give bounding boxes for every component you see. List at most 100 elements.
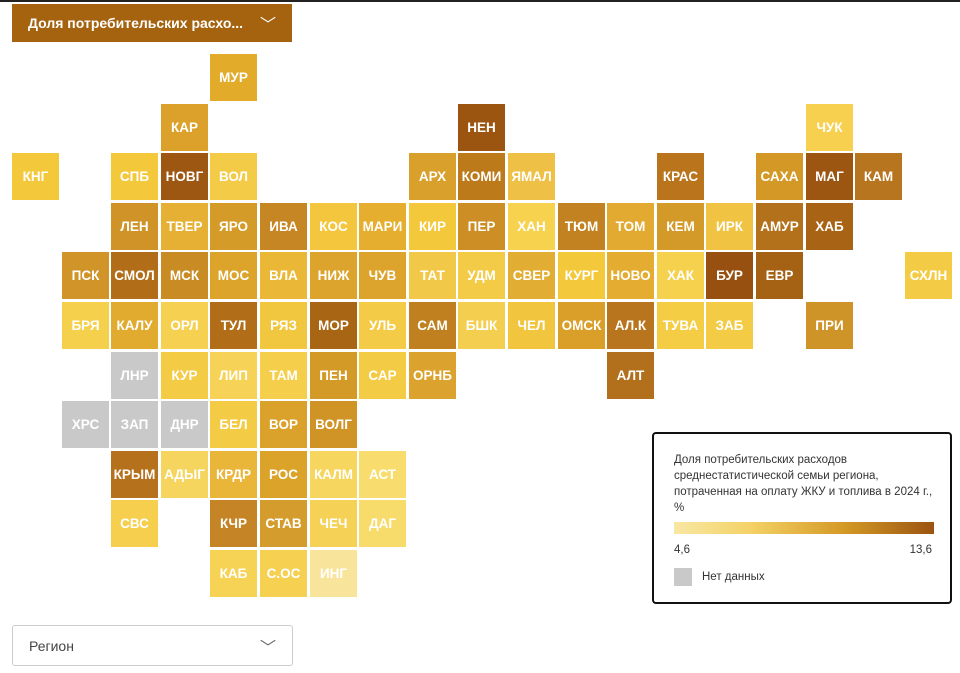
region-tile-0[interactable]: МУР	[210, 54, 257, 101]
region-tile-17[interactable]: ЯРО	[210, 203, 257, 250]
region-tile-14[interactable]: КАМ	[855, 153, 902, 200]
chevron-down-icon: ﹀	[259, 639, 276, 657]
region-tile-63[interactable]: ЛИП	[210, 352, 257, 399]
region-tile-27[interactable]: ИРК	[706, 203, 753, 250]
region-tile-55[interactable]: ЧЕЛ	[508, 302, 555, 349]
top-border	[0, 0, 960, 2]
region-tile-41[interactable]: НОВО	[607, 252, 654, 299]
region-tile-28[interactable]: АМУР	[756, 203, 803, 250]
indicator-dropdown[interactable]: Доля потребительских расхо... ﹀	[12, 4, 292, 42]
region-tile-77[interactable]: КРДР	[210, 451, 257, 498]
legend-min-value: 4,6	[674, 544, 690, 556]
region-tile-38[interactable]: УДМ	[458, 252, 505, 299]
region-tile-68[interactable]: АЛТ	[607, 352, 654, 399]
region-tile-30[interactable]: ПСК	[62, 252, 109, 299]
region-tile-44[interactable]: ЕВР	[756, 252, 803, 299]
legend: Доля потребительских расходов среднестат…	[652, 432, 952, 604]
region-tile-1[interactable]: КАР	[161, 104, 208, 151]
region-tile-46[interactable]: БРЯ	[62, 302, 109, 349]
chevron-down-icon: ﹀	[259, 17, 276, 34]
region-tile-52[interactable]: УЛЬ	[359, 302, 406, 349]
region-tile-61[interactable]: ЛНР	[111, 352, 158, 399]
region-tile-88[interactable]: ИНГ	[310, 550, 357, 597]
region-tile-72[interactable]: БЕЛ	[210, 401, 257, 448]
region-tile-79[interactable]: КАЛМ	[310, 451, 357, 498]
region-tile-78[interactable]: РОС	[260, 451, 307, 498]
region-tile-56[interactable]: ОМСК	[558, 302, 605, 349]
region-tile-50[interactable]: РЯЗ	[260, 302, 307, 349]
region-tile-82[interactable]: КЧР	[210, 500, 257, 547]
region-tile-8[interactable]: АРХ	[409, 153, 456, 200]
region-tile-37[interactable]: ТАТ	[409, 252, 456, 299]
region-tile-71[interactable]: ДНР	[161, 401, 208, 448]
region-tile-74[interactable]: ВОЛГ	[310, 401, 357, 448]
region-tile-26[interactable]: КЕМ	[657, 203, 704, 250]
region-tile-9[interactable]: КОМИ	[458, 153, 505, 200]
no-data-label: Нет данных	[702, 571, 765, 583]
region-tile-34[interactable]: ВЛА	[260, 252, 307, 299]
region-tile-53[interactable]: САМ	[409, 302, 456, 349]
region-tile-80[interactable]: АСТ	[359, 451, 406, 498]
region-tile-59[interactable]: ЗАБ	[706, 302, 753, 349]
region-tile-62[interactable]: КУР	[161, 352, 208, 399]
region-tile-45[interactable]: СХЛН	[905, 252, 952, 299]
region-tile-23[interactable]: ХАН	[508, 203, 555, 250]
region-tile-12[interactable]: САХА	[756, 153, 803, 200]
region-tile-31[interactable]: СМОЛ	[111, 252, 158, 299]
region-tile-18[interactable]: ИВА	[260, 203, 307, 250]
region-tile-13[interactable]: МАГ	[806, 153, 853, 200]
region-tile-54[interactable]: БШК	[458, 302, 505, 349]
region-tile-10[interactable]: ЯМАЛ	[508, 153, 555, 200]
region-tile-22[interactable]: ПЕР	[458, 203, 505, 250]
region-tile-33[interactable]: МОС	[210, 252, 257, 299]
region-tile-86[interactable]: КАБ	[210, 550, 257, 597]
region-tile-48[interactable]: ОРЛ	[161, 302, 208, 349]
region-tile-36[interactable]: ЧУВ	[359, 252, 406, 299]
region-tile-66[interactable]: САР	[359, 352, 406, 399]
region-tile-51[interactable]: МОР	[310, 302, 357, 349]
region-dropdown[interactable]: Регион ﹀	[12, 625, 293, 666]
region-tile-81[interactable]: СВС	[111, 500, 158, 547]
region-tile-3[interactable]: ЧУК	[806, 104, 853, 151]
region-tile-21[interactable]: КИР	[409, 203, 456, 250]
region-tile-39[interactable]: СВЕР	[508, 252, 555, 299]
region-tile-16[interactable]: ТВЕР	[161, 203, 208, 250]
region-tile-24[interactable]: ТЮМ	[558, 203, 605, 250]
region-tile-70[interactable]: ЗАП	[111, 401, 158, 448]
region-tile-60[interactable]: ПРИ	[806, 302, 853, 349]
region-tile-76[interactable]: АДЫГ	[161, 451, 208, 498]
region-tile-20[interactable]: МАРИ	[359, 203, 406, 250]
region-tile-65[interactable]: ПЕН	[310, 352, 357, 399]
region-tile-85[interactable]: ДАГ	[359, 500, 406, 547]
region-tile-43[interactable]: БУР	[706, 252, 753, 299]
region-tile-58[interactable]: ТУВА	[657, 302, 704, 349]
region-tile-35[interactable]: НИЖ	[310, 252, 357, 299]
region-tile-7[interactable]: ВОЛ	[210, 153, 257, 200]
region-tile-73[interactable]: ВОР	[260, 401, 307, 448]
region-tile-42[interactable]: ХАК	[657, 252, 704, 299]
indicator-dropdown-label: Доля потребительских расхо...	[28, 15, 244, 31]
region-tile-29[interactable]: ХАБ	[806, 203, 853, 250]
region-tile-84[interactable]: ЧЕЧ	[310, 500, 357, 547]
region-tile-40[interactable]: КУРГ	[558, 252, 605, 299]
region-tile-47[interactable]: КАЛУ	[111, 302, 158, 349]
region-tile-67[interactable]: ОРНБ	[409, 352, 456, 399]
region-tile-6[interactable]: НОВГ	[161, 153, 208, 200]
region-tile-19[interactable]: КОС	[310, 203, 357, 250]
region-tile-4[interactable]: КНГ	[12, 153, 59, 200]
region-tile-64[interactable]: ТАМ	[260, 352, 307, 399]
no-data-swatch	[674, 568, 692, 586]
region-tile-69[interactable]: ХРС	[62, 401, 109, 448]
region-tile-5[interactable]: СПБ	[111, 153, 158, 200]
region-tile-15[interactable]: ЛЕН	[111, 203, 158, 250]
region-tile-57[interactable]: АЛ.К	[607, 302, 654, 349]
region-tile-49[interactable]: ТУЛ	[210, 302, 257, 349]
region-tile-87[interactable]: С.ОС	[260, 550, 307, 597]
region-dropdown-label: Регион	[29, 637, 74, 654]
region-tile-25[interactable]: ТОМ	[607, 203, 654, 250]
region-tile-2[interactable]: НЕН	[458, 104, 505, 151]
region-tile-32[interactable]: МСК	[161, 252, 208, 299]
region-tile-83[interactable]: СТАВ	[260, 500, 307, 547]
region-tile-75[interactable]: КРЫМ	[111, 451, 158, 498]
region-tile-11[interactable]: КРАС	[657, 153, 704, 200]
